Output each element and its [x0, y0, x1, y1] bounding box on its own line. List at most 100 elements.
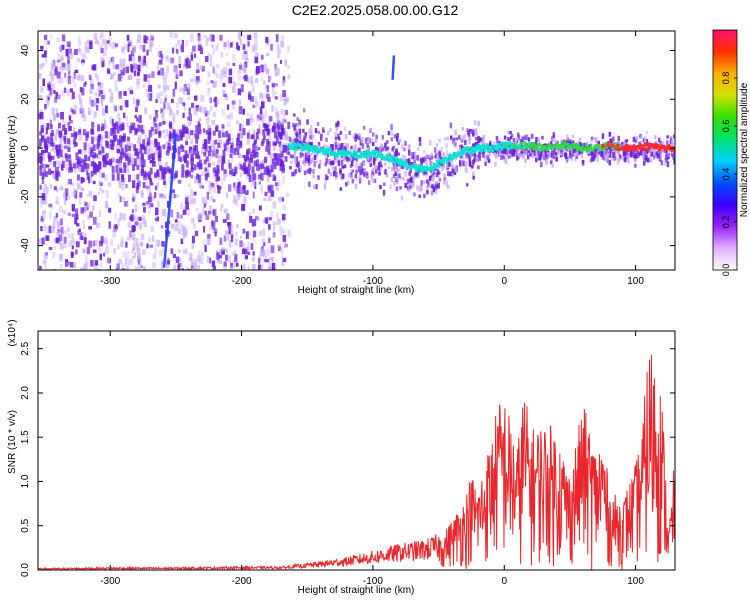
noise-speckle: [228, 76, 233, 84]
ridge-halo: [302, 108, 306, 113]
ridge-halo: [537, 151, 541, 157]
noise-speckle: [195, 105, 199, 111]
noise-band-speckle: [115, 121, 119, 126]
ridge-core: [584, 146, 587, 150]
ridge-core: [314, 145, 317, 149]
noise-speckle: [81, 53, 85, 61]
noise-speckle: [57, 228, 61, 233]
noise-speckle: [49, 160, 53, 165]
ridge-core: [340, 153, 343, 157]
noise-speckle: [163, 84, 167, 89]
ridge-halo: [343, 156, 346, 162]
noise-speckle: [243, 242, 246, 250]
noise-speckle: [151, 71, 155, 78]
spectrogram-y-tick-label: -20: [20, 189, 31, 204]
ridge-halo: [555, 156, 558, 162]
noise-speckle: [243, 187, 246, 194]
ridge-halo: [454, 166, 458, 173]
noise-speckle: [280, 41, 284, 48]
ridge-core: [652, 145, 656, 149]
noise-speckle: [216, 184, 219, 189]
noise-speckle: [190, 265, 194, 269]
noise-speckle: [137, 134, 142, 140]
noise-speckle: [113, 248, 117, 254]
noise-speckle: [52, 59, 56, 67]
ridge-core: [462, 151, 466, 155]
noise-speckle: [274, 107, 278, 114]
ridge-halo: [482, 134, 485, 141]
ridge-core: [483, 148, 487, 152]
noise-speckle: [151, 262, 156, 269]
ridge-halo: [378, 161, 381, 167]
noise-speckle: [266, 85, 270, 93]
noise-band-speckle: [173, 173, 177, 179]
noise-speckle: [182, 209, 187, 215]
noise-speckle: [142, 84, 146, 88]
ridge-halo: [540, 161, 543, 168]
ridge-halo: [433, 170, 436, 174]
noise-band-speckle: [47, 152, 51, 159]
ridge-halo: [481, 139, 484, 146]
ridge-halo: [330, 143, 333, 149]
noise-speckle: [176, 211, 179, 219]
noise-speckle: [119, 58, 123, 67]
ridge-halo: [472, 143, 475, 148]
noise-speckle: [132, 215, 137, 220]
snr-y-tick-label: 1.5: [20, 430, 31, 444]
noise-speckle: [157, 84, 161, 89]
ridge-halo: [469, 154, 472, 159]
ridge-halo: [361, 143, 365, 149]
ridge-halo: [541, 155, 545, 160]
ridge-halo: [288, 136, 292, 142]
ridge-core: [500, 147, 504, 151]
noise-band-speckle: [97, 139, 101, 147]
ridge-halo: [343, 126, 347, 132]
ridge-halo: [377, 165, 381, 171]
noise-speckle: [157, 239, 161, 247]
noise-band-speckle: [246, 132, 250, 139]
noise-speckle: [198, 182, 203, 189]
noise-band-speckle: [260, 172, 264, 181]
ridge-halo: [666, 161, 670, 168]
ridge-core: [632, 148, 636, 152]
noise-speckle: [146, 49, 149, 56]
noise-band-speckle: [75, 152, 79, 161]
noise-speckle: [78, 129, 82, 135]
ridge-halo: [334, 176, 338, 180]
noise-speckle: [63, 192, 67, 200]
ridge-core: [526, 144, 530, 148]
noise-band-speckle: [149, 167, 153, 175]
ridge-halo: [465, 183, 469, 187]
ridge-halo: [551, 163, 554, 168]
ridge-halo: [313, 161, 317, 168]
noise-speckle: [51, 61, 54, 70]
noise-speckle: [231, 137, 234, 143]
ridge-halo: [657, 153, 660, 159]
snr-y-axis: 0.00.51.01.52.02.5: [20, 341, 675, 577]
noise-speckle: [155, 99, 158, 104]
noise-speckle: [179, 87, 184, 93]
ridge-halo: [454, 142, 457, 147]
ridge-core: [512, 142, 516, 146]
ridge-halo: [484, 161, 487, 167]
ridge-halo: [408, 162, 412, 167]
noise-speckle: [274, 63, 277, 70]
colorbar: 0.00.20.40.60.8 Normalized spectral ampl…: [712, 29, 750, 276]
noise-band-speckle: [93, 169, 97, 175]
noise-band-speckle: [142, 145, 146, 151]
noise-speckle: [118, 117, 121, 125]
ridge-core: [313, 149, 317, 153]
noise-speckle: [149, 203, 154, 208]
ridge-halo: [479, 137, 482, 142]
ridge-halo: [547, 152, 550, 156]
noise-speckle: [272, 91, 276, 98]
noise-speckle: [160, 225, 164, 229]
noise-speckle: [108, 60, 112, 64]
noise-speckle: [252, 173, 255, 182]
noise-speckle: [163, 135, 167, 140]
noise-speckle: [175, 44, 178, 50]
ridge-core: [670, 148, 674, 152]
noise-band-speckle: [262, 135, 266, 141]
ridge-halo: [376, 147, 380, 151]
noise-band-speckle: [287, 121, 291, 130]
